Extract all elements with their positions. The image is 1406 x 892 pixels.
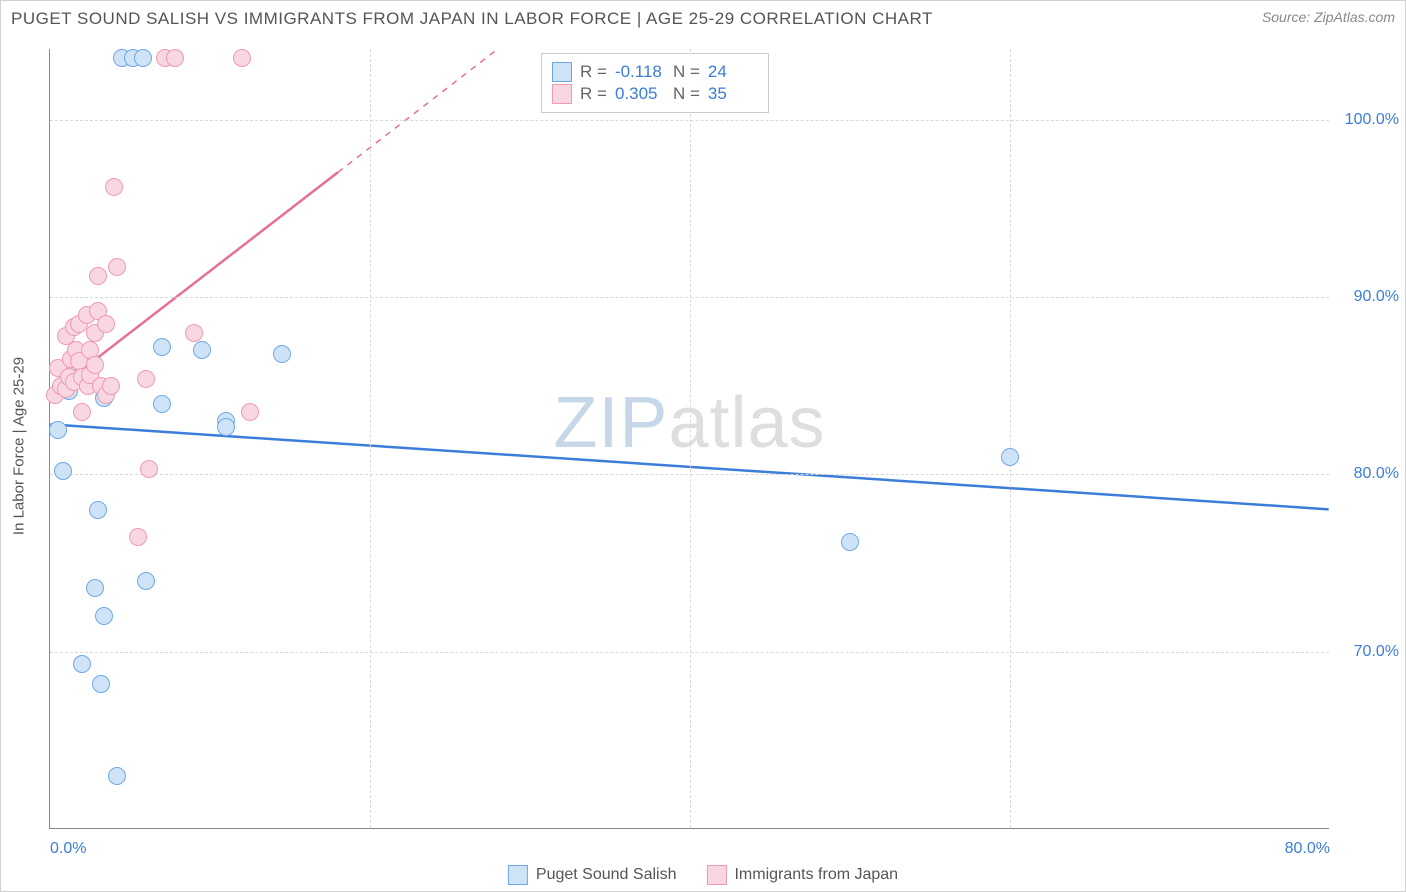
data-point-puget <box>49 421 67 439</box>
watermark-zip: ZIP <box>553 383 668 463</box>
legend-item-japan: Immigrants from Japan <box>706 865 898 885</box>
data-point-japan <box>129 528 147 546</box>
data-point-puget <box>108 767 126 785</box>
chart-title: PUGET SOUND SALISH VS IMMIGRANTS FROM JA… <box>11 9 933 28</box>
data-point-japan <box>241 403 259 421</box>
plot-area: ZIPatlas 70.0%80.0%90.0%100.0%0.0%80.0% <box>49 49 1329 829</box>
y-tick-label: 100.0% <box>1339 111 1399 129</box>
data-point-puget <box>92 675 110 693</box>
chart-container: PUGET SOUND SALISH VS IMMIGRANTS FROM JA… <box>0 0 1406 892</box>
stats-legend-box: R = -0.118 N = 24 R = 0.305 N = 35 <box>541 53 769 113</box>
vgrid-line <box>370 49 371 828</box>
vgrid-line <box>1010 49 1011 828</box>
swatch-puget <box>552 62 572 82</box>
vgrid-line <box>690 49 691 828</box>
y-axis-title: In Labor Force | Age 25-29 <box>11 357 28 535</box>
n-label: N = <box>673 84 700 104</box>
legend-label: Immigrants from Japan <box>734 866 898 884</box>
legend-swatch-japan <box>706 865 726 885</box>
x-tick-label: 80.0% <box>1285 840 1330 858</box>
stats-row-puget: R = -0.118 N = 24 <box>552 62 758 82</box>
data-point-puget <box>1001 448 1019 466</box>
data-point-puget <box>134 49 152 67</box>
data-point-puget <box>89 501 107 519</box>
swatch-japan <box>552 84 572 104</box>
data-point-japan <box>102 377 120 395</box>
n-value: 35 <box>708 84 758 104</box>
data-point-japan <box>166 49 184 67</box>
r-value: -0.118 <box>615 62 665 82</box>
y-tick-label: 90.0% <box>1339 288 1399 306</box>
r-value: 0.305 <box>615 84 665 104</box>
data-point-puget <box>273 345 291 363</box>
legend-swatch-puget <box>508 865 528 885</box>
source-label: Source: ZipAtlas.com <box>1262 9 1395 25</box>
x-tick-label: 0.0% <box>50 840 86 858</box>
stats-row-japan: R = 0.305 N = 35 <box>552 84 758 104</box>
bottom-legend: Puget Sound Salish Immigrants from Japan <box>500 865 906 885</box>
legend-item-puget: Puget Sound Salish <box>508 865 677 885</box>
r-label: R = <box>580 84 607 104</box>
data-point-japan <box>73 403 91 421</box>
data-point-japan <box>140 460 158 478</box>
data-point-japan <box>105 178 123 196</box>
data-point-japan <box>233 49 251 67</box>
data-point-puget <box>193 341 211 359</box>
title-bar: PUGET SOUND SALISH VS IMMIGRANTS FROM JA… <box>11 9 1395 39</box>
trend-line-japan-dashed <box>338 49 498 172</box>
legend-label: Puget Sound Salish <box>536 866 677 884</box>
data-point-puget <box>54 462 72 480</box>
data-point-puget <box>73 655 91 673</box>
y-tick-label: 70.0% <box>1339 643 1399 661</box>
data-point-puget <box>217 418 235 436</box>
data-point-japan <box>97 315 115 333</box>
data-point-japan <box>185 324 203 342</box>
watermark-atlas: atlas <box>668 383 825 463</box>
data-point-puget <box>153 395 171 413</box>
data-point-puget <box>841 533 859 551</box>
n-value: 24 <box>708 62 758 82</box>
data-point-japan <box>89 267 107 285</box>
r-label: R = <box>580 62 607 82</box>
data-point-japan <box>137 370 155 388</box>
data-point-puget <box>153 338 171 356</box>
data-point-japan <box>86 356 104 374</box>
n-label: N = <box>673 62 700 82</box>
data-point-puget <box>137 572 155 590</box>
data-point-puget <box>95 607 113 625</box>
data-point-puget <box>86 579 104 597</box>
data-point-japan <box>108 258 126 276</box>
y-tick-label: 80.0% <box>1339 465 1399 483</box>
